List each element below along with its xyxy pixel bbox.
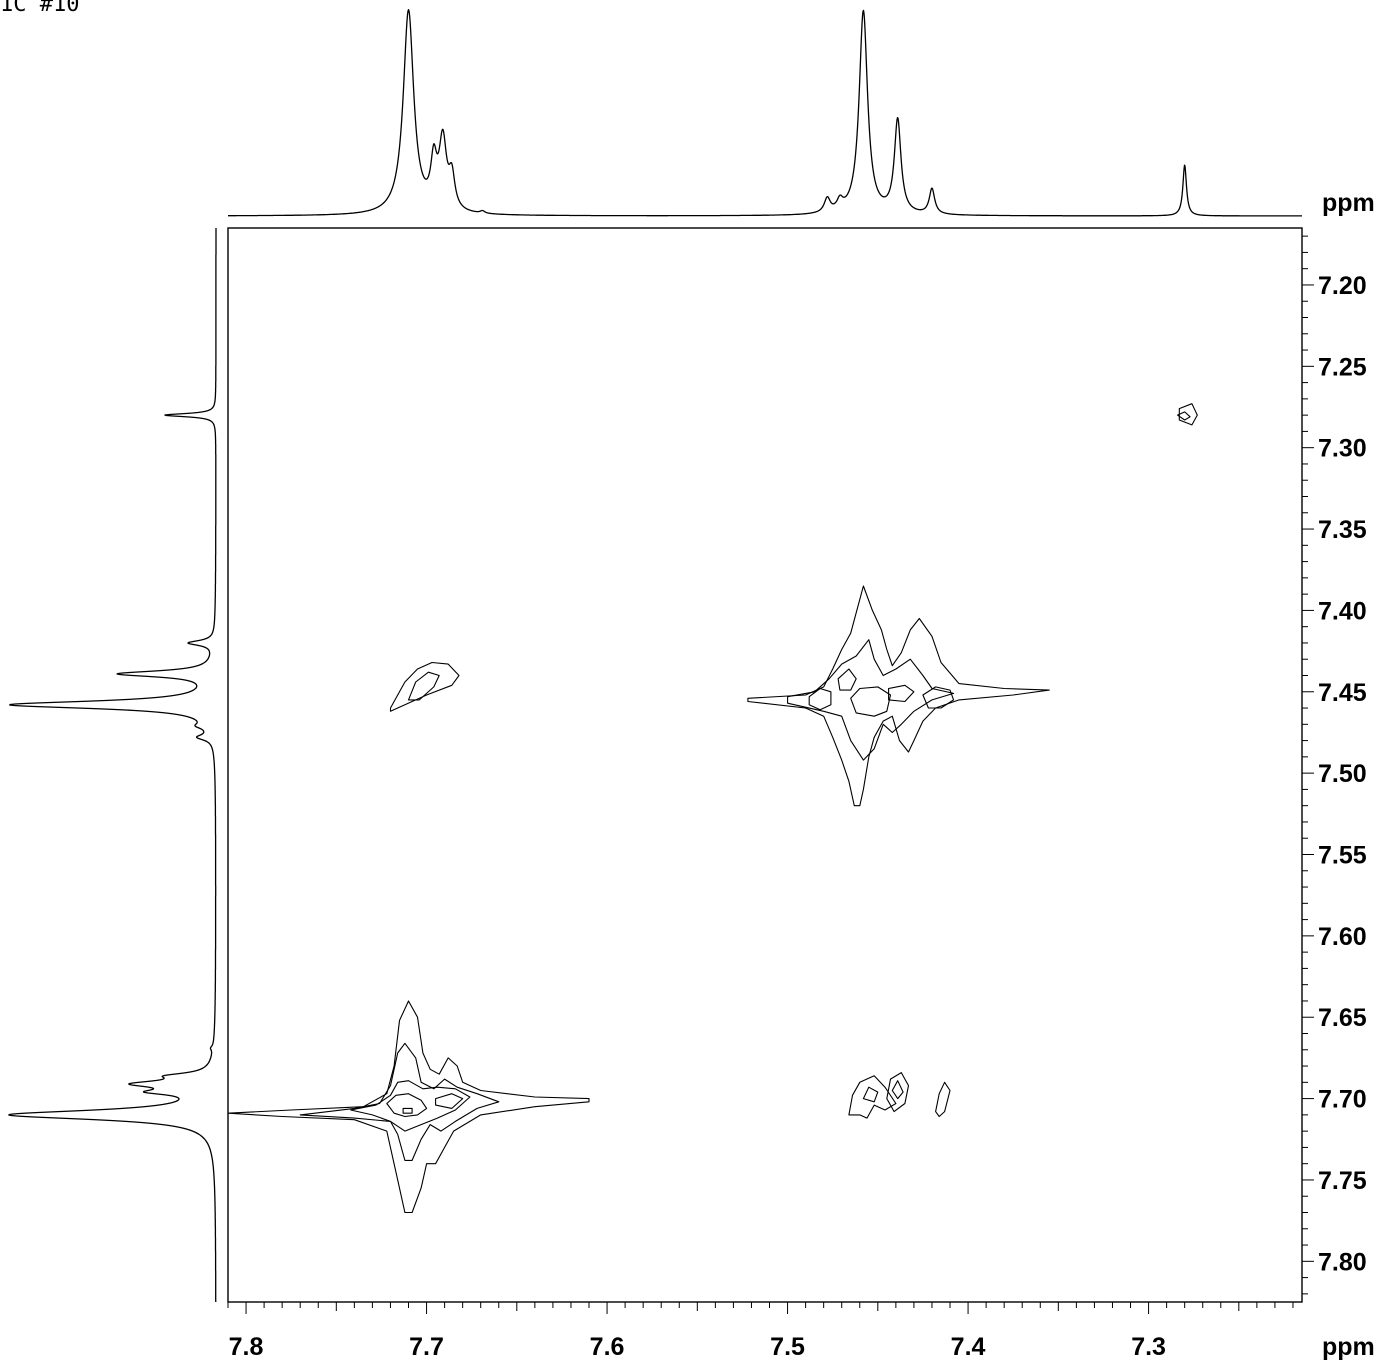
contour-line <box>1178 403 1198 426</box>
x-axis-unit-label: ppm <box>1322 1333 1375 1361</box>
contour-line <box>386 1093 428 1118</box>
y-tick-label: 7.60 <box>1318 923 1367 951</box>
y-axis-unit-label: ppm <box>1322 189 1375 217</box>
y-axis-ticks: 7.20 7.25 7.30 7.35 7.40 7.45 7.50 7.55 7.60 7.65… <box>1302 235 1367 1295</box>
contour-line <box>402 1107 413 1114</box>
y-tick-label: 7.65 <box>1318 1004 1367 1032</box>
contour-line <box>299 1042 500 1161</box>
contour-line <box>935 1081 951 1118</box>
x-tick-label: 7.4 <box>951 1333 986 1361</box>
contour-line <box>808 687 832 711</box>
plot-frame <box>227 227 1303 1303</box>
y-tick-label: 7.45 <box>1318 679 1367 707</box>
contour-line <box>350 1080 471 1132</box>
y-tick-label: 7.80 <box>1318 1248 1367 1276</box>
contour-line <box>848 1075 897 1119</box>
spectrum-title: 1C #10 <box>0 0 80 17</box>
x-tick-label: 7.8 <box>229 1333 264 1361</box>
contour-line <box>435 1093 464 1109</box>
y-tick-label: 7.50 <box>1318 760 1367 788</box>
contour-line <box>747 585 1050 807</box>
y-tick-label: 7.55 <box>1318 842 1367 870</box>
contour-line <box>1176 411 1191 421</box>
y-tick-label: 7.30 <box>1318 435 1367 463</box>
y-tick-label: 7.25 <box>1318 353 1367 381</box>
y-tick-label: 7.35 <box>1318 516 1367 544</box>
contour-line <box>227 1000 590 1214</box>
f1-projection-trace <box>8 227 217 1303</box>
contour-plot <box>227 403 1198 1214</box>
y-tick-label: 7.20 <box>1318 272 1367 300</box>
x-tick-label: 7.3 <box>1131 1333 1166 1361</box>
f1-projection-line <box>8 227 217 1303</box>
f2-projection-trace <box>227 9 1303 217</box>
y-tick-label: 7.40 <box>1318 597 1367 625</box>
contour-line <box>787 639 955 761</box>
contour-line <box>891 1080 904 1100</box>
x-axis-ticks: 7.8 7.7 7.6 7.5 7.4 7.3 <box>227 1302 1294 1361</box>
contour-line <box>407 671 440 701</box>
y-tick-label: 7.70 <box>1318 1086 1367 1114</box>
contour-line <box>389 661 460 712</box>
x-tick-label: 7.6 <box>590 1333 625 1361</box>
f2-projection-line <box>227 9 1303 217</box>
contour-line <box>850 686 892 717</box>
x-tick-label: 7.7 <box>409 1333 444 1361</box>
contour-line <box>862 1086 879 1103</box>
contour-line <box>888 684 915 703</box>
x-tick-label: 7.5 <box>770 1333 805 1361</box>
contour-line <box>837 668 857 691</box>
contour-line <box>886 1072 910 1113</box>
contour-line <box>922 686 955 709</box>
y-tick-label: 7.75 <box>1318 1167 1367 1195</box>
